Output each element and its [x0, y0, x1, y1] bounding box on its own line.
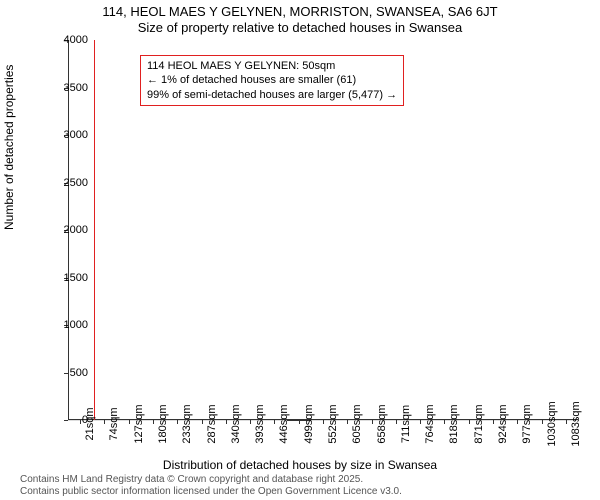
xtick-mark [542, 420, 543, 424]
ytick-label: 1000 [48, 319, 88, 331]
annotation-box: 114 HEOL MAES Y GELYNEN: 50sqm ← 1% of d… [140, 55, 404, 106]
chart-title-line2: Size of property relative to detached ho… [0, 20, 600, 35]
xtick-mark [226, 420, 227, 424]
xtick-mark [566, 420, 567, 424]
xtick-mark [396, 420, 397, 424]
chart-container: 114, HEOL MAES Y GELYNEN, MORRISTON, SWA… [0, 0, 600, 500]
xtick-label: 605sqm [351, 404, 363, 443]
footer-line1: Contains HM Land Registry data © Crown c… [20, 474, 402, 486]
xtick-label: 233sqm [181, 404, 193, 443]
chart-title-line1: 114, HEOL MAES Y GELYNEN, MORRISTON, SWA… [0, 4, 600, 19]
xtick-label: 393sqm [254, 404, 266, 443]
xtick-mark [177, 420, 178, 424]
xtick-label: 711sqm [400, 405, 412, 443]
xtick-label: 764sqm [424, 404, 436, 443]
xtick-mark [274, 420, 275, 424]
xtick-label: 180sqm [157, 404, 169, 443]
xtick-mark [493, 420, 494, 424]
footer-attribution: Contains HM Land Registry data © Crown c… [20, 474, 402, 498]
xtick-mark [299, 420, 300, 424]
y-axis-label: Number of detached properties [2, 65, 16, 230]
property-marker-line [94, 40, 95, 420]
ytick-label: 3500 [48, 82, 88, 94]
xtick-mark [250, 420, 251, 424]
xtick-label: 818sqm [448, 404, 460, 443]
xtick-label: 924sqm [497, 404, 509, 443]
xtick-mark [104, 420, 105, 424]
ytick-label: 2500 [48, 177, 88, 189]
xtick-label: 658sqm [376, 404, 388, 443]
xtick-mark [347, 420, 348, 424]
xtick-mark [80, 420, 81, 424]
xtick-mark [517, 420, 518, 424]
xtick-mark [444, 420, 445, 424]
annotation-line2: ← 1% of detached houses are smaller (61) [147, 73, 397, 87]
xtick-label: 340sqm [230, 404, 242, 443]
ytick-label: 4000 [48, 34, 88, 46]
ytick-label: 1500 [48, 272, 88, 284]
xtick-mark [323, 420, 324, 424]
xtick-label: 127sqm [133, 404, 145, 443]
xtick-label: 499sqm [303, 404, 315, 443]
annotation-line3: 99% of semi-detached houses are larger (… [147, 88, 397, 102]
xtick-label: 1083sqm [570, 401, 582, 446]
x-axis-label: Distribution of detached houses by size … [0, 458, 600, 472]
xtick-label: 977sqm [521, 404, 533, 443]
xtick-label: 871sqm [473, 404, 485, 443]
xtick-label: 74sqm [108, 407, 120, 440]
ytick-label: 500 [48, 367, 88, 379]
xtick-label: 446sqm [278, 404, 290, 443]
xtick-label: 1030sqm [546, 401, 558, 446]
xtick-label: 21sqm [84, 407, 96, 440]
xtick-mark [372, 420, 373, 424]
annotation-line1: 114 HEOL MAES Y GELYNEN: 50sqm [147, 59, 397, 73]
ytick-label: 0 [48, 414, 88, 426]
footer-line2: Contains public sector information licen… [20, 486, 402, 498]
ytick-label: 2000 [48, 224, 88, 236]
xtick-mark [469, 420, 470, 424]
xtick-mark [420, 420, 421, 424]
xtick-mark [202, 420, 203, 424]
ytick-label: 3000 [48, 129, 88, 141]
xtick-label: 552sqm [327, 404, 339, 443]
xtick-mark [129, 420, 130, 424]
xtick-mark [153, 420, 154, 424]
xtick-label: 287sqm [206, 404, 218, 443]
